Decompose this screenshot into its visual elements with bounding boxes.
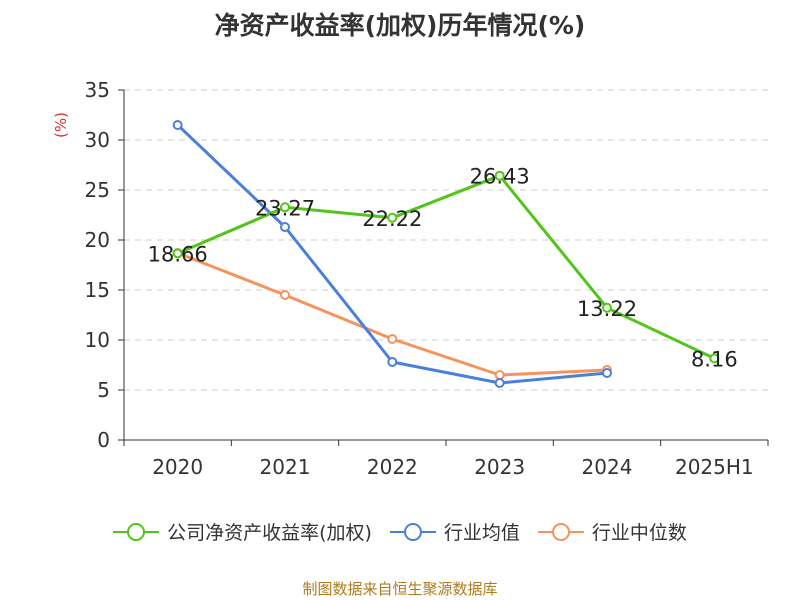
data-point — [280, 222, 290, 232]
series-line-1 — [176, 123, 608, 385]
y-axis-label: (%) — [52, 112, 70, 138]
legend-label: 行业均值 — [443, 522, 520, 544]
x-tick-label: 2021 — [260, 455, 311, 479]
data-point — [280, 290, 290, 300]
data-label: 13.22 — [577, 297, 637, 321]
x-tick-label: 2025H1 — [675, 455, 754, 479]
legend-item[interactable]: 公司净资产收益率(加权) — [113, 518, 372, 545]
legend-label: 行业中位数 — [591, 522, 687, 544]
data-label: 18.66 — [148, 242, 208, 266]
x-tick-label: 2023 — [474, 455, 525, 479]
data-point — [387, 212, 398, 223]
legend-swatch — [113, 522, 160, 541]
data-label: 22.22 — [362, 207, 422, 231]
legend-item[interactable]: 行业中位数 — [537, 518, 687, 545]
y-tick-label: 25 — [85, 178, 110, 202]
data-point — [709, 353, 720, 364]
data-point — [172, 248, 183, 259]
data-label: 8.16 — [691, 347, 738, 371]
data-label: 23.27 — [255, 196, 315, 220]
data-point — [494, 378, 505, 388]
y-tick-label: 30 — [85, 128, 110, 152]
series-line-2 — [177, 251, 608, 377]
y-tick-label: 10 — [85, 328, 110, 352]
x-tick-label: 2020 — [152, 455, 203, 479]
chart-title: 净资产收益率(加权)历年情况(%) — [214, 11, 586, 40]
legend-swatch — [389, 522, 436, 541]
data-point — [387, 334, 398, 344]
data-label: 26.43 — [470, 165, 530, 189]
data-point — [494, 370, 505, 380]
data-point — [602, 302, 612, 313]
data-point — [280, 202, 290, 213]
y-tick-label: 0 — [97, 428, 110, 452]
y-tick-label: 15 — [85, 278, 110, 302]
x-tick-label: 2024 — [582, 455, 633, 479]
legend-item[interactable]: 行业均值 — [389, 518, 520, 545]
data-point — [602, 368, 612, 378]
series-line-0 — [177, 174, 715, 360]
legend-label: 公司净资产收益率(加权) — [167, 522, 372, 544]
data-point — [494, 170, 505, 181]
legend-swatch — [537, 522, 584, 541]
y-tick-label: 5 — [97, 378, 110, 402]
y-tick-label: 20 — [85, 228, 110, 252]
source-note: 制图数据来自恒生聚源数据库 — [302, 580, 498, 598]
data-point — [172, 120, 183, 130]
legend: 公司净资产收益率(加权) 行业均值 行业中位数 — [0, 518, 800, 545]
data-point — [387, 357, 398, 367]
y-tick-label: 35 — [85, 78, 110, 102]
x-tick-label: 2022 — [367, 455, 418, 479]
